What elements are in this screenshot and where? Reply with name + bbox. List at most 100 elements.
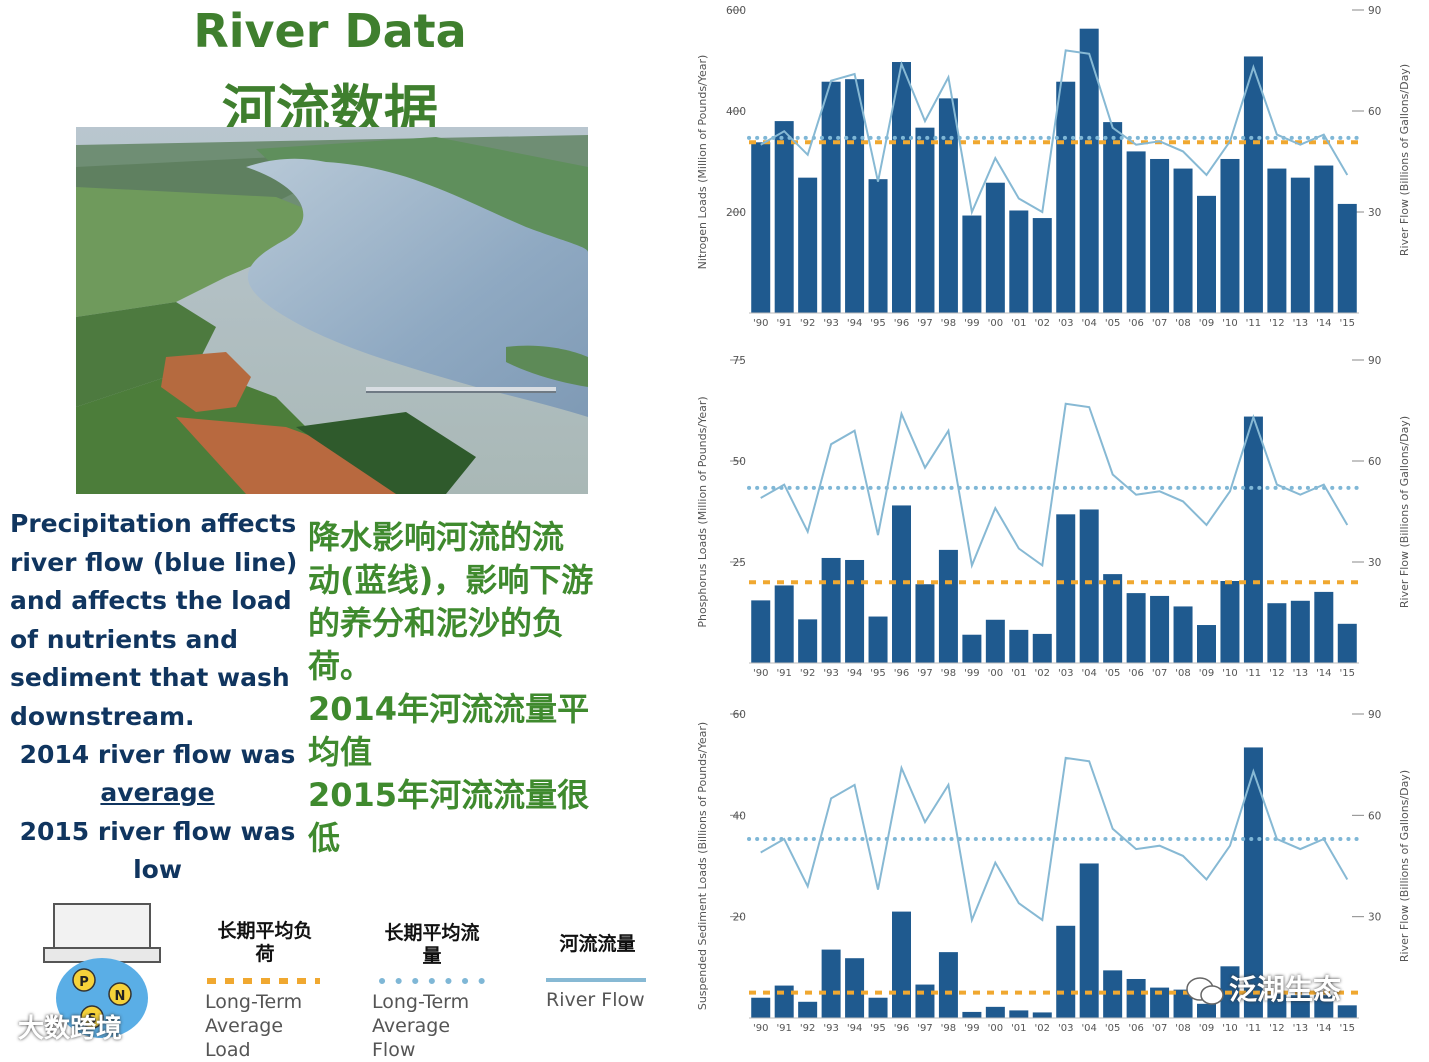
bar <box>1220 580 1240 663</box>
x-tick-label: '01 <box>1011 668 1026 679</box>
bar <box>821 557 841 663</box>
legend-load-swatch <box>207 978 320 984</box>
x-tick-label: '99 <box>964 668 979 679</box>
bar <box>962 215 982 313</box>
bar <box>1103 122 1123 313</box>
x-tick-label: '09 <box>1199 668 1214 679</box>
x-tick-label: '97 <box>917 318 932 329</box>
x-tick-label: '95 <box>870 1023 885 1034</box>
y2-tick-label: 90 <box>1368 5 1381 17</box>
bar <box>868 616 888 663</box>
bar <box>1243 416 1263 663</box>
x-tick-label: '12 <box>1269 318 1284 329</box>
chinese-line: 的养分和泥沙的负 <box>308 604 565 642</box>
bar <box>1220 158 1240 313</box>
bar <box>1056 514 1076 663</box>
y2-tick-label: 90 <box>1368 355 1381 367</box>
x-tick-label: '13 <box>1293 668 1308 679</box>
bar <box>1337 1005 1357 1018</box>
bar <box>962 634 982 663</box>
x-tick-label: '96 <box>894 668 909 679</box>
bar <box>892 505 911 663</box>
english-line: river flow (blue line) <box>10 547 298 577</box>
mascot-n-label: N <box>115 989 126 1004</box>
chinese-line: 降水影响河流的流 <box>308 518 565 556</box>
chinese-line: 动(蓝线)，影响下游 <box>308 561 594 599</box>
legend-flow-en-line: Long-Term <box>372 991 470 1013</box>
x-tick-label: '96 <box>894 1023 909 1034</box>
bar <box>1314 165 1334 313</box>
chinese-line: 均值 <box>308 733 373 771</box>
legend-flow-cn-line: 量 <box>422 945 442 967</box>
x-tick-label: '11 <box>1246 318 1261 329</box>
x-tick-label: '08 <box>1175 1023 1190 1034</box>
x-tick-label: '06 <box>1128 1023 1143 1034</box>
x-tick-label: '91 <box>776 318 791 329</box>
y2-axis-title: River Flow (Billions of Gallons/Day) <box>1398 770 1411 962</box>
x-tick-label: '03 <box>1058 1023 1073 1034</box>
x-tick-label: '02 <box>1035 668 1050 679</box>
bar <box>962 1011 982 1018</box>
x-tick-label: '06 <box>1128 668 1143 679</box>
x-tick-label: '11 <box>1246 668 1261 679</box>
y-tick-label: 400 <box>726 106 746 118</box>
bar <box>1032 633 1052 663</box>
bar <box>774 985 794 1018</box>
y-axis-title: Nitrogen Loads (Million of Pounds/Year) <box>696 55 709 270</box>
bar <box>1056 925 1076 1018</box>
x-tick-label: '12 <box>1269 668 1284 679</box>
x-tick-label: '94 <box>847 1023 862 1034</box>
bar <box>845 958 865 1018</box>
x-tick-label: '12 <box>1269 1023 1284 1034</box>
bar <box>1197 1003 1216 1018</box>
bar <box>1197 625 1216 663</box>
english-line: sediment that wash <box>10 663 290 692</box>
bar <box>1103 970 1123 1018</box>
chat-bubble-icon <box>1185 976 1225 1006</box>
legend-load-en-line: Average Load <box>205 1015 284 1061</box>
x-tick-label: '90 <box>753 318 768 329</box>
y2-tick-label: 60 <box>1368 456 1381 468</box>
y-tick-label: 200 <box>726 207 746 219</box>
x-tick-label: '97 <box>917 668 932 679</box>
legend-load-en-line: Long-Term <box>205 991 303 1013</box>
legend-load-cn: 长期平均负 荷 <box>205 920 325 966</box>
x-tick-label: '03 <box>1058 318 1073 329</box>
flow-2015-line: 2015 river flow was <box>19 817 296 846</box>
y2-tick-label: 30 <box>1368 912 1381 924</box>
bar <box>1243 56 1263 314</box>
x-tick-label: '02 <box>1035 318 1050 329</box>
bar <box>1314 995 1334 1018</box>
flow-2015-low: low <box>133 855 182 884</box>
bar <box>845 559 865 663</box>
bar <box>1009 210 1029 313</box>
river-flow-line <box>760 402 1349 569</box>
x-tick-label: '07 <box>1152 668 1167 679</box>
bar <box>1126 978 1146 1018</box>
legend-flow-cn-line: 长期平均流 <box>384 922 480 944</box>
x-tick-label: '92 <box>800 668 815 679</box>
river-flow-line <box>760 49 1349 216</box>
y-tick-label: 50 <box>733 456 746 468</box>
y-tick-label: 40 <box>733 810 746 822</box>
x-tick-label: '01 <box>1011 1023 1026 1034</box>
legend-flow-swatch <box>379 978 487 984</box>
bar <box>1079 509 1099 663</box>
x-tick-label: '94 <box>847 318 862 329</box>
chinese-paragraph: 降水影响河流的流 动(蓝线)，影响下游 的养分和泥沙的负 荷。 2014年河流流… <box>308 516 628 860</box>
x-tick-label: '00 <box>988 1023 1003 1034</box>
bar <box>1290 600 1310 663</box>
y-tick-label: 600 <box>726 5 746 17</box>
bar <box>1337 203 1357 313</box>
bar <box>868 997 888 1018</box>
bar <box>1150 158 1170 313</box>
bar <box>1173 168 1193 313</box>
bar <box>1267 168 1287 313</box>
legend-river-cn: 河流流量 <box>559 933 636 955</box>
bar <box>1314 591 1334 663</box>
bar <box>985 619 1005 663</box>
x-tick-label: '00 <box>988 668 1003 679</box>
x-tick-label: '13 <box>1293 318 1308 329</box>
mascot-illustration: P N S <box>43 903 161 1038</box>
bar <box>1150 987 1170 1018</box>
